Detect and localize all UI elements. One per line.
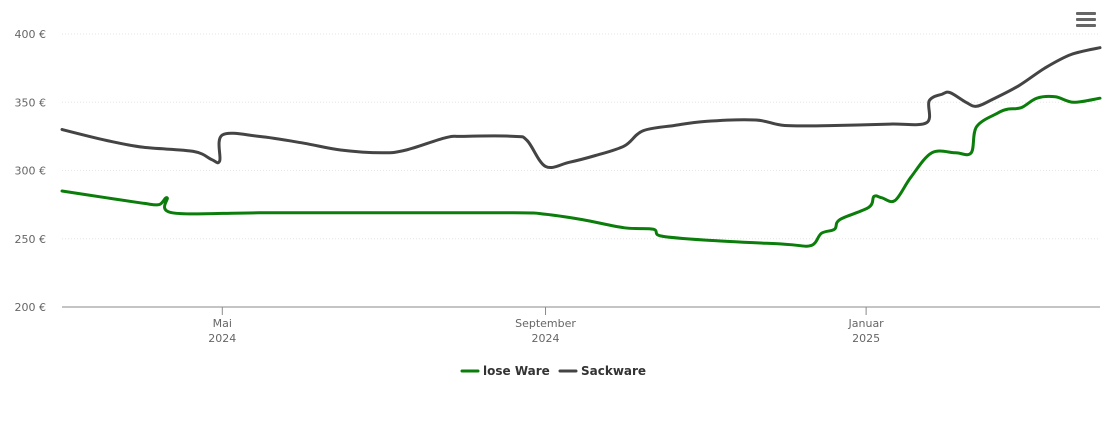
y-axis: 200 € 250 € 300 € 350 € 400 € [15,28,47,314]
x-tick-label: September [515,317,576,330]
y-tick-label: 250 € [15,233,47,246]
series-lines [60,46,1102,248]
legend[interactable]: lose Ware Sackware [460,364,646,378]
y-tick-label: 350 € [15,96,47,109]
legend-item-lose-ware[interactable]: lose Ware [483,364,550,378]
x-tick-year: 2024 [208,332,236,345]
series-line-lose-ware[interactable] [60,94,1102,248]
hamburger-menu-icon[interactable] [1076,12,1096,30]
x-tick-year: 2024 [532,332,560,345]
x-tick-label: Januar [848,317,885,330]
x-axis: Mai 2024 September 2024 Januar 2025 [62,306,1100,345]
x-tick-label: Mai [213,317,232,330]
y-tick-label: 200 € [15,301,47,314]
legend-item-sackware[interactable]: Sackware [581,364,646,378]
y-tick-label: 300 € [15,165,47,178]
grid-lines [62,33,1100,240]
series-line-sackware[interactable] [60,46,1102,170]
x-tick-year: 2025 [852,332,880,345]
y-tick-label: 400 € [15,28,47,41]
